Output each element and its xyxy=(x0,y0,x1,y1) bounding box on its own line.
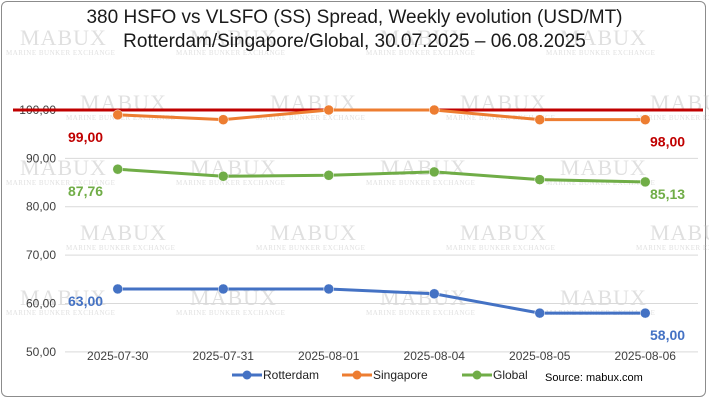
data-point-rotterdam xyxy=(429,288,440,300)
legend: Rotterdam Singapore Global xyxy=(232,368,528,382)
watermark-brand: MABUX xyxy=(560,285,647,310)
watermark-brand: MABUX xyxy=(20,155,107,180)
x-tick-label: 2025-08-01 xyxy=(298,349,360,363)
data-point-singapore xyxy=(429,104,440,116)
watermark-brand: MABUX xyxy=(20,25,107,50)
legend-marker-global xyxy=(472,370,482,380)
watermark-brand: MABUX xyxy=(20,285,107,310)
data-point-singapore xyxy=(218,114,229,125)
watermark-tagline: MARINE BUNKER EXCHANGE xyxy=(546,49,655,57)
data-point-global xyxy=(534,174,545,185)
watermark-brand: MABUX xyxy=(380,25,467,50)
watermark-tagline: MARINE BUNKER EXCHANGE xyxy=(176,179,285,187)
watermark-brand: MABUX xyxy=(380,155,467,180)
y-tick-label: 80,00 xyxy=(26,200,56,214)
data-point-rotterdam xyxy=(323,283,334,295)
legend-label-global: Global xyxy=(493,368,528,382)
x-tick-label: 2025-08-04 xyxy=(404,349,466,363)
watermark-tagline: MARINE BUNKER EXCHANGE xyxy=(6,309,115,317)
watermark-tagline: MARINE BUNKER EXCHANGE xyxy=(366,309,475,317)
x-tick-label: 2025-08-05 xyxy=(509,349,571,363)
watermark-tagline: MARINE BUNKER EXCHANGE xyxy=(66,244,175,252)
source-credit: Source: mabux.com xyxy=(545,372,643,384)
data-point-global xyxy=(429,166,440,178)
data-label-layer: 63,00 58,00 99,00 98,00 87,76 85,13 xyxy=(68,129,685,343)
chart-title: 380 HSFO vs VLSFO (SS) Spread, Weekly ev… xyxy=(0,6,709,54)
series-line-global xyxy=(117,167,646,184)
watermark-tagline: MARINE BUNKER EXCHANGE xyxy=(636,114,709,122)
legend-label-rotterdam: Rotterdam xyxy=(263,368,319,382)
x-tick-label: 2025-08-06 xyxy=(615,349,677,363)
data-point-singapore xyxy=(534,114,545,125)
watermark-brand: MABUX xyxy=(460,220,547,245)
watermark-tagline: MARINE BUNKER EXCHANGE xyxy=(176,49,285,57)
series-layer xyxy=(112,104,651,319)
chart-title-line-2: Rotterdam/Singapore/Global, 30.07.2025 –… xyxy=(123,31,586,52)
watermark-brand: MABUX xyxy=(80,220,167,245)
watermark-brand: MABUX xyxy=(190,25,277,50)
data-label-end-global: 85,13 xyxy=(650,186,685,202)
y-tick-label: 70,00 xyxy=(26,248,56,262)
data-point-rotterdam xyxy=(218,283,229,295)
watermark-tagline: MARINE BUNKER EXCHANGE xyxy=(546,179,655,187)
legend-marker-rotterdam xyxy=(242,370,252,380)
watermark-tagline: MARINE BUNKER EXCHANGE xyxy=(6,49,115,57)
data-point-singapore xyxy=(640,114,651,125)
series-line-rotterdam xyxy=(117,287,646,315)
series-line-singapore xyxy=(117,108,646,122)
data-point-singapore xyxy=(323,104,334,116)
watermark-tagline: MARINE BUNKER EXCHANGE xyxy=(446,114,555,122)
watermark-tagline: MARINE BUNKER EXCHANGE xyxy=(446,244,555,252)
x-tick-label: 2025-07-30 xyxy=(87,349,149,363)
y-tick-label: 50,00 xyxy=(26,345,56,359)
y-tick-label: 60,00 xyxy=(26,296,56,310)
data-label-start-singapore: 99,00 xyxy=(68,129,103,145)
data-point-rotterdam xyxy=(640,307,651,319)
watermark-tagline: MARINE BUNKER EXCHANGE xyxy=(256,244,365,252)
data-point-global xyxy=(323,170,334,181)
watermark-brand: MABUX xyxy=(270,220,357,245)
x-axis: 2025-07-30 2025-07-31 2025-08-01 2025-08-04… xyxy=(87,349,676,363)
data-label-start-rotterdam: 63,00 xyxy=(68,293,103,309)
data-point-global xyxy=(112,163,123,175)
data-point-rotterdam xyxy=(534,307,545,319)
chart-title-line-1: 380 HSFO vs VLSFO (SS) Spread, Weekly ev… xyxy=(86,7,623,28)
watermark-tagline: MARINE BUNKER EXCHANGE xyxy=(6,179,115,187)
data-label-end-singapore: 98,00 xyxy=(650,134,685,150)
data-point-global xyxy=(640,176,651,188)
watermark-brand: MABUX xyxy=(560,25,647,50)
legend-label-singapore: Singapore xyxy=(373,368,428,382)
watermark-brand: MABUX xyxy=(650,220,709,245)
data-label-end-rotterdam: 58,00 xyxy=(650,327,685,343)
x-tick-label: 2025-07-31 xyxy=(193,349,255,363)
y-tick-label: 90,00 xyxy=(26,151,56,165)
watermark-tagline: MARINE BUNKER EXCHANGE xyxy=(366,49,475,57)
watermark-tagline: MARINE BUNKER EXCHANGE xyxy=(366,179,475,187)
legend-marker-singapore xyxy=(352,370,362,380)
watermark-tagline: MARINE BUNKER EXCHANGE xyxy=(636,244,709,252)
data-point-singapore xyxy=(112,109,123,121)
watermark-brand: MABUX xyxy=(560,155,647,180)
data-point-rotterdam xyxy=(112,283,123,295)
data-point-global xyxy=(218,171,229,182)
data-label-start-global: 87,76 xyxy=(68,183,103,199)
watermark-tagline: MARINE BUNKER EXCHANGE xyxy=(256,114,365,122)
watermark-tagline: MARINE BUNKER EXCHANGE xyxy=(176,309,285,317)
